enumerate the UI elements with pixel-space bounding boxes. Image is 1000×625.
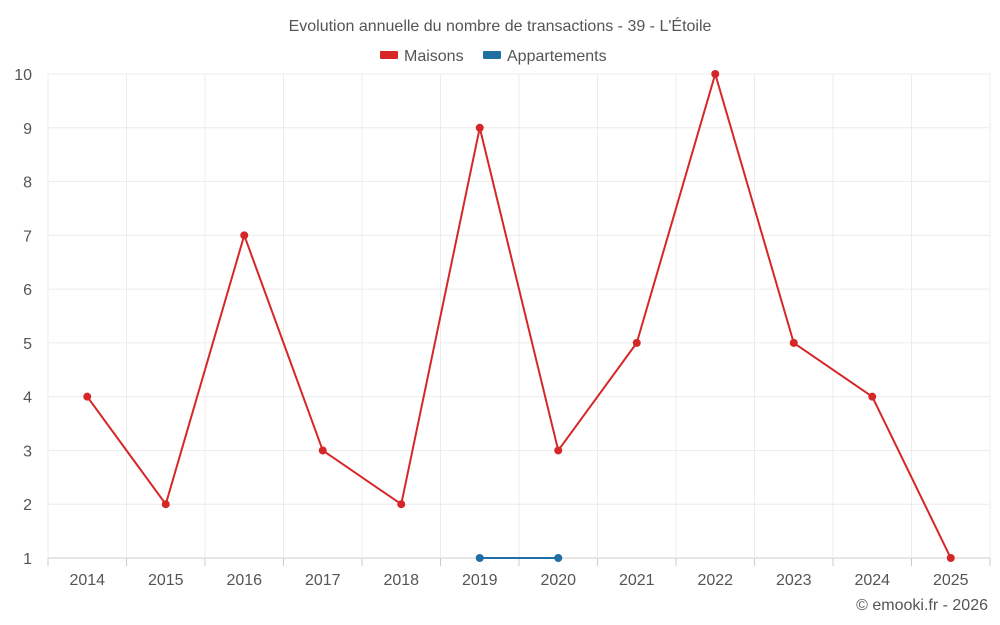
data-point-maisons[interactable] [161, 500, 170, 509]
data-point-appartements[interactable] [475, 554, 484, 562]
data-point-maisons[interactable] [318, 446, 327, 455]
legend-swatch-maisons[interactable] [380, 51, 398, 59]
legend-label-appartements[interactable]: Appartements [507, 48, 607, 65]
series-maisons [83, 70, 955, 562]
data-point-maisons[interactable] [397, 500, 406, 509]
x-tick-label: 2019 [462, 572, 498, 589]
x-tick-label: 2024 [854, 572, 890, 589]
data-point-maisons[interactable] [946, 554, 955, 562]
y-tick-label: 9 [23, 121, 32, 138]
series-layer [83, 70, 955, 562]
x-tick-label: 2023 [776, 572, 812, 589]
data-point-maisons[interactable] [83, 392, 92, 401]
x-tick-label: 2014 [69, 572, 105, 589]
grid [47, 73, 991, 559]
data-point-maisons[interactable] [554, 446, 563, 455]
y-tick-label: 2 [23, 497, 32, 514]
series-appartements [475, 554, 563, 562]
chart-title: Evolution annuelle du nombre de transact… [289, 16, 712, 35]
x-axis-ticks: 2014 2015 2016 2017 2018 2019 2020 2021 2022 2023… [47, 558, 991, 589]
data-point-appartements[interactable] [554, 554, 563, 562]
legend-label-maisons[interactable]: Maisons [404, 48, 464, 65]
data-point-maisons[interactable] [868, 392, 877, 401]
series-line-maisons [86, 73, 952, 559]
y-tick-label: 5 [23, 336, 32, 353]
x-tick-label: 2018 [383, 572, 419, 589]
data-point-maisons[interactable] [632, 338, 641, 347]
y-tick-label: 7 [23, 228, 32, 245]
credit-text: © emooki.fr - 2026 [856, 597, 988, 614]
y-tick-label: 6 [23, 282, 32, 299]
y-tick-label: 10 [14, 67, 32, 84]
x-tick-label: 2015 [148, 572, 184, 589]
y-tick-label: 8 [23, 175, 32, 192]
x-tick-label: 2025 [933, 572, 969, 589]
legend-swatch-appartements[interactable] [483, 51, 501, 59]
legend: Maisons Appartements [380, 48, 607, 65]
data-point-maisons[interactable] [789, 338, 798, 347]
y-tick-label: 3 [23, 443, 32, 460]
x-tick-label: 2021 [619, 572, 655, 589]
x-tick-label: 2017 [305, 572, 341, 589]
y-axis-ticks: 1 2 3 4 5 6 7 8 9 10 [14, 67, 32, 568]
data-point-maisons[interactable] [475, 123, 484, 132]
y-tick-label: 4 [23, 390, 32, 407]
data-point-maisons[interactable] [240, 231, 249, 240]
y-tick-label: 1 [23, 551, 32, 568]
x-tick-label: 2020 [540, 572, 576, 589]
x-tick-label: 2016 [226, 572, 262, 589]
x-tick-label: 2022 [697, 572, 733, 589]
data-point-maisons[interactable] [711, 70, 720, 78]
